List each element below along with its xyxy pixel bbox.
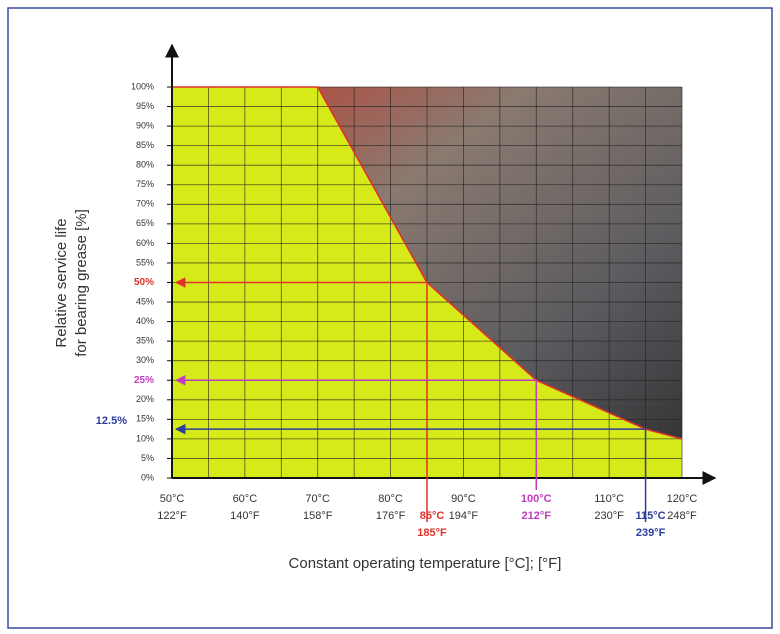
y-tick-label: 55% [136,257,154,267]
y-axis-title-line: Relative service life [53,218,70,347]
y-tick-label: 95% [136,101,154,111]
x-tick-label: 100°C [521,493,552,505]
y-tick-label: 5% [141,453,154,463]
x-tick-label-f: 158°F [303,510,333,522]
y-tick-label: 50% [134,277,154,288]
x-tick-label-f: 176°F [376,510,406,522]
annotation-x-label: 85°C [420,510,445,522]
y-tick-label: 80% [136,160,154,170]
x-tick-label-f: 230°F [594,510,624,522]
x-tick-label-f: 194°F [449,510,479,522]
x-tick-label-f: 140°F [230,510,260,522]
y-tick-label: 25% [134,375,154,386]
annotation-x-label-f: 239°F [636,527,666,539]
y-tick-label: 15% [136,414,154,424]
y-tick-label: 40% [136,316,154,326]
y-tick-label: 70% [136,199,154,209]
y-tick-label: 10% [136,433,154,443]
annotation-x-label: 115°C [636,510,666,522]
y-tick-label: 90% [136,120,154,130]
x-tick-label-f: 122°F [157,510,187,522]
x-tick-label-f: 248°F [667,510,697,522]
x-tick-label: 110°C [594,493,624,505]
y-tick-label: 20% [136,394,154,404]
y-tick-label: 0% [141,472,154,482]
x-tick-label: 90°C [451,493,476,505]
x-tick-label: 60°C [233,493,258,505]
x-tick-label: 70°C [305,493,330,505]
y-tick-label: 100% [131,81,154,91]
x-tick-label: 50°C [160,493,185,505]
y-tick-label: 75% [136,179,154,189]
x-tick-label-f: 212°F [522,510,552,522]
x-axis-title: Constant operating temperature [°C]; [°F… [289,555,562,572]
x-tick-label: 120°C [667,493,698,505]
y-tick-label: 45% [136,296,154,306]
y-tick-label: 60% [136,238,154,248]
y-axis-title-line: for bearing grease [%] [73,209,90,357]
y-tick-label: 85% [136,140,154,150]
annotation-y-label: 12.5% [96,415,127,427]
annotation-x-label-f: 185°F [417,527,447,539]
y-tick-label: 30% [136,355,154,365]
x-tick-label: 80°C [378,493,403,505]
y-tick-label: 35% [136,336,154,346]
chart: Constant operating temperature [°C]; [°F… [0,0,780,634]
y-tick-label: 65% [136,218,154,228]
